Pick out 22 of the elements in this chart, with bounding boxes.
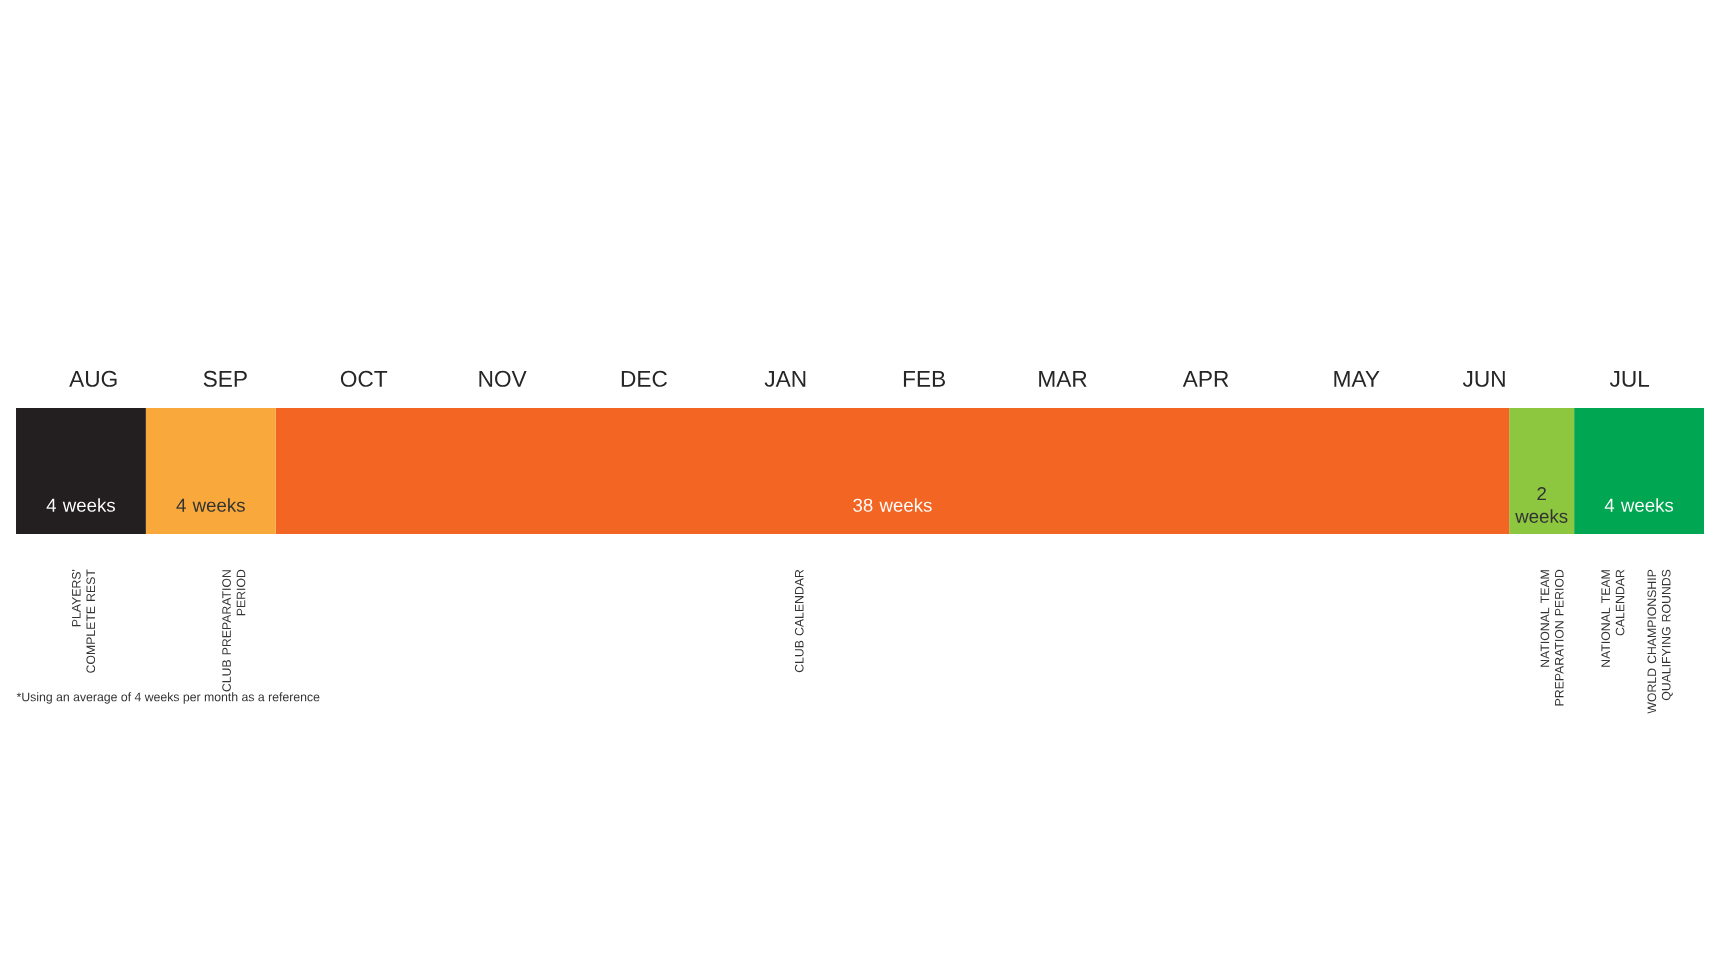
text: AUG — [69, 370, 117, 387]
bar — [145, 407, 276, 534]
bar — [16, 407, 146, 534]
text: OCT — [340, 370, 388, 387]
bar — [1574, 407, 1704, 534]
text: SEP — [203, 370, 247, 387]
data-label: 4 weeks — [1604, 498, 1674, 512]
bar — [1509, 407, 1575, 534]
data-label: 38 weeks — [853, 498, 932, 512]
data-label: 4 weeks — [46, 498, 115, 512]
bar — [275, 407, 1510, 534]
text: JUL — [1609, 371, 1650, 387]
text: NOV — [479, 370, 527, 387]
text: DEC — [621, 370, 668, 387]
text: MAY — [1334, 371, 1380, 387]
text: FEB — [903, 371, 945, 387]
text: JAN — [764, 371, 806, 387]
text: APR — [1182, 371, 1229, 387]
text: MAR — [1039, 371, 1087, 387]
data-label: 4 weeks — [176, 498, 245, 512]
text: JUN — [1462, 371, 1505, 387]
data-label: 2 weeks — [1515, 487, 1568, 523]
